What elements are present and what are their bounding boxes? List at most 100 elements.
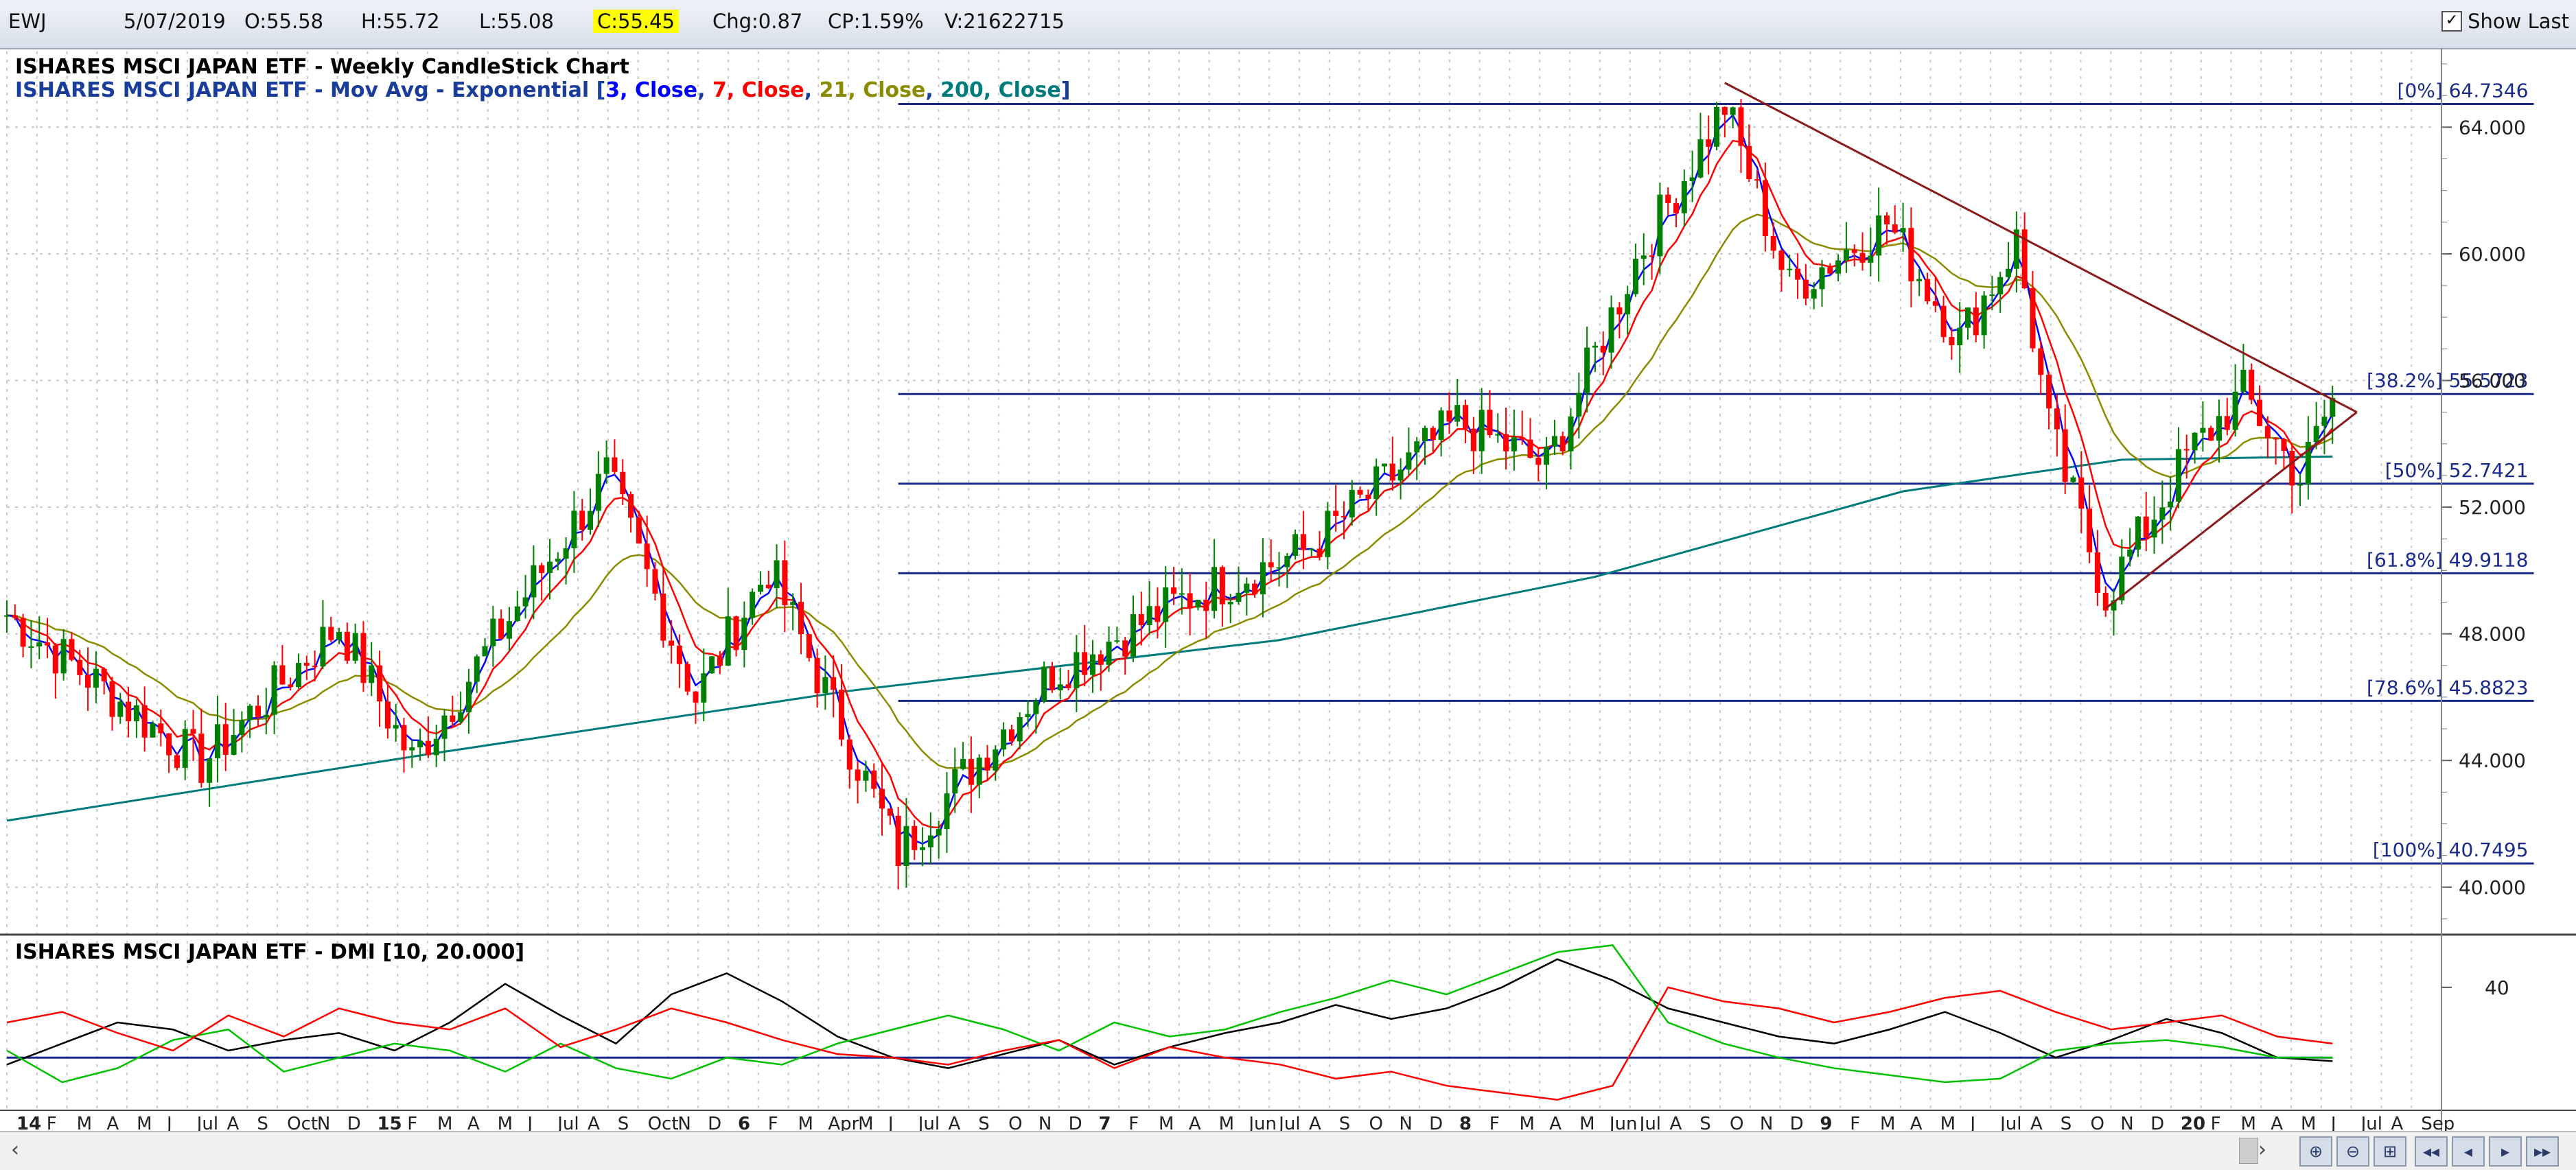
candle-body bbox=[1811, 289, 1817, 299]
scroll-left-icon[interactable]: ‹ bbox=[11, 1138, 19, 1162]
candle-body bbox=[465, 681, 472, 712]
candle-body bbox=[1219, 567, 1225, 605]
candle-body bbox=[1778, 250, 1785, 270]
scroll-right-icon[interactable]: › bbox=[2258, 1138, 2266, 1162]
month-tick-label: N bbox=[677, 1114, 691, 1134]
candle-body bbox=[1535, 458, 1542, 465]
candle-body bbox=[2289, 450, 2295, 486]
month-tick-label: D bbox=[708, 1114, 721, 1134]
candle-body bbox=[2094, 552, 2100, 593]
candle-body bbox=[603, 457, 610, 474]
candle-body bbox=[2183, 449, 2190, 451]
candle-body bbox=[1454, 405, 1461, 422]
candle-body bbox=[166, 733, 172, 756]
candle-body bbox=[1859, 253, 1866, 263]
price-panel: [0%] 64.7346[38.2%] 55.5723[50%] 52.7421… bbox=[4, 79, 2534, 890]
y-tick-label: 48.000 bbox=[2459, 623, 2526, 646]
scroll-first-icon[interactable]: ◂◂ bbox=[2415, 1136, 2448, 1167]
candle-body bbox=[498, 618, 504, 639]
scroll-thumb[interactable] bbox=[2239, 1138, 2258, 1164]
scroll-forward-icon[interactable]: ▸ bbox=[2489, 1136, 2522, 1167]
candle-body bbox=[190, 729, 196, 734]
candle-body bbox=[12, 615, 18, 618]
y-tick-label: 56.000 bbox=[2459, 370, 2526, 393]
candle-body bbox=[1868, 255, 1874, 263]
candle-body bbox=[271, 665, 277, 715]
candle-body bbox=[2281, 438, 2287, 451]
candle-body bbox=[539, 565, 545, 573]
month-tick-label: J bbox=[526, 1114, 533, 1134]
candle-body bbox=[1495, 434, 1501, 436]
month-tick-label: S bbox=[1339, 1114, 1351, 1134]
triangle-trendline bbox=[1724, 82, 2358, 413]
candle-body bbox=[1470, 428, 1476, 452]
month-tick-label: N bbox=[1399, 1114, 1412, 1134]
candle-body bbox=[960, 758, 966, 769]
candle-body bbox=[150, 723, 156, 738]
candle-body bbox=[1527, 439, 1533, 458]
candle-body bbox=[1802, 279, 1809, 299]
candle-body bbox=[214, 724, 220, 759]
candle-body bbox=[1203, 600, 1209, 611]
scroll-back-icon[interactable]: ◂ bbox=[2452, 1136, 2485, 1167]
candle-body bbox=[920, 847, 926, 850]
month-tick-label: M bbox=[1940, 1114, 1956, 1134]
candle-body bbox=[52, 645, 58, 674]
month-tick-label: J bbox=[2330, 1114, 2336, 1134]
candle-body bbox=[555, 559, 561, 562]
zoom-in-icon[interactable]: ⊕ bbox=[2299, 1136, 2332, 1167]
candle-body bbox=[1300, 534, 1306, 550]
candle-body bbox=[1033, 701, 1039, 714]
month-tick-label: A bbox=[588, 1114, 600, 1134]
candle-body bbox=[320, 627, 326, 667]
candle-body bbox=[1883, 215, 1890, 225]
candle-body bbox=[636, 517, 642, 544]
candle-body bbox=[2159, 507, 2166, 520]
candle-body bbox=[2216, 416, 2222, 441]
candle-body bbox=[2070, 477, 2076, 482]
candle-body bbox=[1843, 249, 1849, 261]
moving-average-legend: ISHARES MSCI JAPAN ETF - Mov Avg - Expon… bbox=[15, 78, 1071, 102]
zoom-fit-icon[interactable]: ⊞ bbox=[2374, 1136, 2406, 1167]
month-tick-label: A bbox=[1309, 1114, 1321, 1134]
month-tick-label: M bbox=[1159, 1114, 1174, 1134]
candle-body bbox=[2330, 397, 2336, 417]
show-last-checkbox[interactable]: ✓ bbox=[2441, 11, 2463, 32]
candle-body bbox=[2192, 432, 2198, 451]
candle-body bbox=[757, 585, 763, 592]
candle-body bbox=[514, 606, 520, 622]
candle-body bbox=[563, 548, 569, 559]
close-label: C:55.45 bbox=[593, 10, 680, 33]
horizontal-scrollbar[interactable]: ‹ › ⊕ ⊖ ⊞ ◂◂ ◂ ▸ ▸▸ bbox=[0, 1131, 2576, 1170]
low-label: L:55.08 bbox=[479, 10, 554, 33]
candle-body bbox=[1163, 587, 1169, 622]
month-tick-label: N bbox=[1038, 1114, 1052, 1134]
month-tick-label: O bbox=[2091, 1114, 2104, 1134]
month-tick-label: F bbox=[407, 1114, 417, 1134]
candle-body bbox=[2297, 484, 2304, 486]
candle-body bbox=[109, 681, 115, 717]
ma-legend-200: 200, Close bbox=[940, 78, 1061, 102]
candle-body bbox=[2102, 592, 2109, 611]
zoom-out-icon[interactable]: ⊖ bbox=[2336, 1136, 2369, 1167]
candle-body bbox=[2030, 288, 2036, 349]
show-last-toggle[interactable]: ✓ Show Last bbox=[2441, 10, 2569, 33]
month-tick-label: J bbox=[887, 1114, 894, 1134]
candle-body bbox=[2305, 442, 2311, 484]
candle-body bbox=[417, 740, 423, 748]
month-tick-label: M bbox=[2301, 1114, 2316, 1134]
candle-body bbox=[2273, 438, 2279, 440]
date-label: 5/07/2019 bbox=[124, 10, 226, 33]
scroll-last-icon[interactable]: ▸▸ bbox=[2526, 1136, 2559, 1167]
candle-body bbox=[1171, 587, 1177, 594]
candle-body bbox=[1576, 393, 1582, 417]
candle-body bbox=[1244, 583, 1250, 593]
candle-body bbox=[1365, 494, 1371, 500]
candle-body bbox=[1349, 489, 1355, 517]
candle-body bbox=[2135, 516, 2141, 550]
candle-body bbox=[2111, 600, 2117, 611]
candle-body bbox=[1057, 684, 1063, 690]
candle-body bbox=[1584, 347, 1590, 393]
candle-body bbox=[1795, 268, 1801, 280]
